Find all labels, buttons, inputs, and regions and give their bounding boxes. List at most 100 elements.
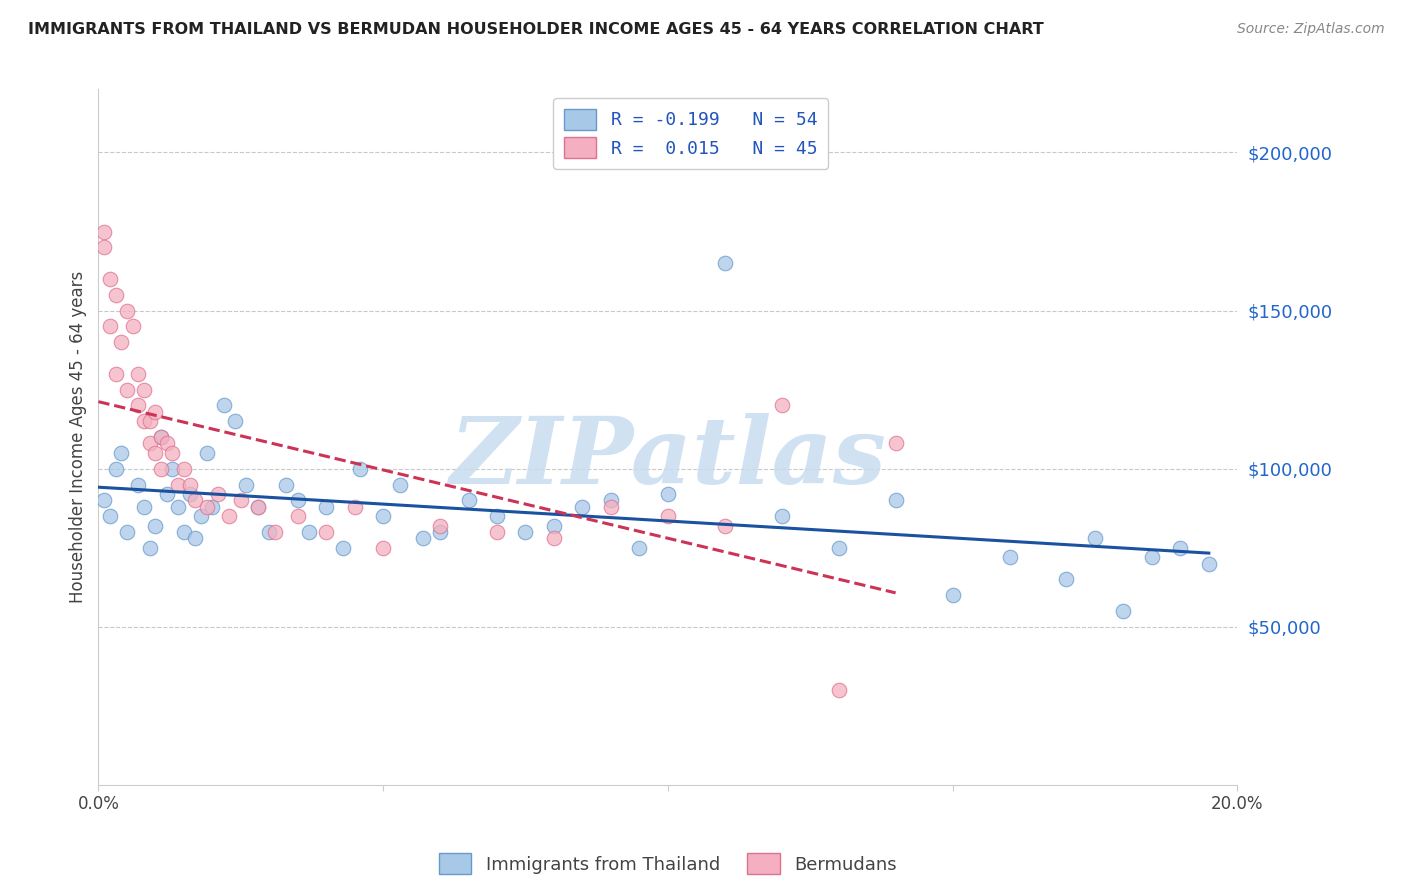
Point xyxy=(115,524,138,539)
Point xyxy=(138,414,160,428)
Point xyxy=(486,524,509,539)
Point xyxy=(190,509,212,524)
Text: Source: ZipAtlas.com: Source: ZipAtlas.com xyxy=(1237,22,1385,37)
Point xyxy=(93,240,115,254)
Point xyxy=(110,335,132,350)
Point xyxy=(457,493,479,508)
Point xyxy=(138,436,160,450)
Point xyxy=(121,319,143,334)
Point xyxy=(714,518,737,533)
Point xyxy=(156,487,179,501)
Point xyxy=(167,477,190,491)
Point xyxy=(132,414,155,428)
Point xyxy=(315,500,337,514)
Point xyxy=(201,500,224,514)
Point xyxy=(218,509,240,524)
Point xyxy=(287,493,309,508)
Point xyxy=(138,541,160,555)
Point xyxy=(515,524,537,539)
Point xyxy=(207,487,229,501)
Point xyxy=(229,493,252,508)
Point xyxy=(657,509,679,524)
Point xyxy=(486,509,509,524)
Point xyxy=(770,399,793,413)
Point xyxy=(246,500,269,514)
Point xyxy=(571,500,593,514)
Point xyxy=(600,500,623,514)
Point xyxy=(412,531,434,545)
Point xyxy=(343,500,366,514)
Point xyxy=(998,550,1021,565)
Point xyxy=(156,436,179,450)
Text: IMMIGRANTS FROM THAILAND VS BERMUDAN HOUSEHOLDER INCOME AGES 45 - 64 YEARS CORRE: IMMIGRANTS FROM THAILAND VS BERMUDAN HOU… xyxy=(28,22,1043,37)
Point xyxy=(93,225,115,239)
Point xyxy=(349,461,371,475)
Point xyxy=(127,399,149,413)
Point xyxy=(942,588,965,602)
Point xyxy=(714,256,737,270)
Point xyxy=(276,477,298,491)
Point xyxy=(173,524,195,539)
Point xyxy=(1170,541,1192,555)
Point xyxy=(145,446,167,460)
Point xyxy=(115,383,138,397)
Point xyxy=(110,446,132,460)
Point xyxy=(127,477,149,491)
Point xyxy=(167,500,190,514)
Point xyxy=(884,436,907,450)
Point xyxy=(145,405,167,419)
Point xyxy=(104,287,127,301)
Point xyxy=(429,524,451,539)
Point xyxy=(212,399,235,413)
Point xyxy=(389,477,412,491)
Point xyxy=(173,461,195,475)
Point xyxy=(543,518,565,533)
Point xyxy=(132,500,155,514)
Point xyxy=(179,477,201,491)
Point xyxy=(884,493,907,508)
Point xyxy=(104,461,127,475)
Point xyxy=(179,487,201,501)
Point xyxy=(235,477,257,491)
Point xyxy=(184,493,207,508)
Point xyxy=(298,524,321,539)
Point xyxy=(543,531,565,545)
Point xyxy=(132,383,155,397)
Point xyxy=(104,367,127,381)
Point xyxy=(373,541,395,555)
Point xyxy=(162,461,184,475)
Y-axis label: Householder Income Ages 45 - 64 years: Householder Income Ages 45 - 64 years xyxy=(69,271,87,603)
Point xyxy=(373,509,395,524)
Point xyxy=(224,414,246,428)
Point xyxy=(195,500,218,514)
Point xyxy=(770,509,793,524)
Point xyxy=(145,518,167,533)
Point xyxy=(315,524,337,539)
Point xyxy=(628,541,651,555)
Point xyxy=(264,524,287,539)
Point xyxy=(828,541,851,555)
Point xyxy=(98,272,121,286)
Point xyxy=(150,461,173,475)
Point xyxy=(259,524,281,539)
Point xyxy=(150,430,173,444)
Text: ZIPatlas: ZIPatlas xyxy=(450,413,886,503)
Point xyxy=(828,683,851,698)
Point xyxy=(246,500,269,514)
Point xyxy=(600,493,623,508)
Point xyxy=(127,367,149,381)
Point xyxy=(287,509,309,524)
Point xyxy=(332,541,354,555)
Point xyxy=(115,303,138,318)
Point xyxy=(98,509,121,524)
Point xyxy=(1084,531,1107,545)
Point xyxy=(1056,573,1078,587)
Point xyxy=(98,319,121,334)
Point xyxy=(1198,557,1220,571)
Point xyxy=(195,446,218,460)
Point xyxy=(1112,604,1135,618)
Point xyxy=(162,446,184,460)
Point xyxy=(93,493,115,508)
Point xyxy=(184,531,207,545)
Point xyxy=(429,518,451,533)
